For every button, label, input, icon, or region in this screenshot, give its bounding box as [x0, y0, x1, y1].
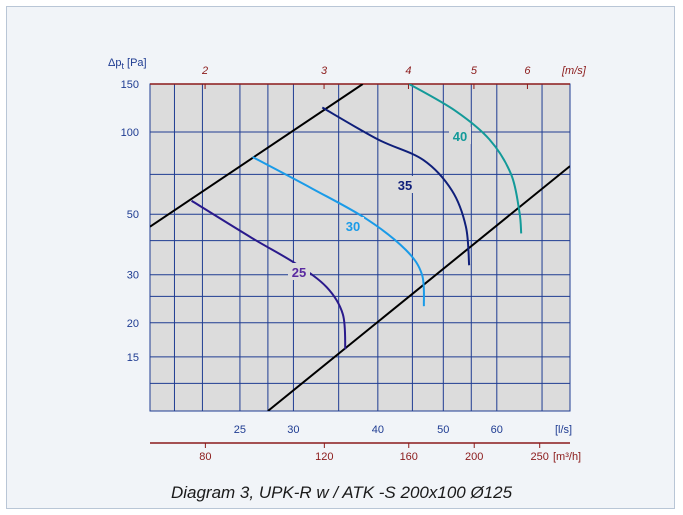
series-line-35 [321, 106, 471, 266]
series-label-bg [342, 217, 364, 234]
velocity-tick-label: 4 [405, 65, 411, 77]
velocity-tick-label: 6 [524, 65, 531, 77]
y-axis-title-unit: [Pa] [124, 57, 147, 69]
y-tick-label: 20 [127, 318, 139, 330]
series-label-40: 40 [453, 129, 467, 144]
x-ls-tick-label: 50 [437, 424, 449, 436]
y-tick-label: 15 [127, 352, 139, 364]
x-ls-tick-label: 40 [372, 424, 384, 436]
y-axis-title-main: Δp [108, 57, 121, 69]
series-label-bg [449, 127, 471, 144]
x-ls-unit: [l/s] [555, 424, 572, 436]
m3h-tick-label: 200 [465, 451, 483, 463]
series-label-30: 30 [346, 219, 360, 234]
series-label-bg [288, 263, 310, 280]
series-line-40 [408, 84, 523, 234]
plot-area [150, 84, 570, 411]
series-line-25 [191, 199, 347, 350]
x-ls-tick-label: 60 [491, 424, 503, 436]
series-label-25: 25 [292, 265, 306, 280]
velocity-tick-label: 2 [201, 65, 208, 77]
m3h-tick-label: 120 [315, 451, 333, 463]
velocity-tick-label: 5 [471, 65, 478, 77]
m3h-unit: [m³/h] [553, 451, 581, 463]
chart-caption: Diagram 3, UPK-R w / ATK -S 200x100 Ø125 [170, 483, 513, 502]
series-label-bg [394, 176, 416, 193]
y-tick-label: 150 [121, 79, 139, 91]
boundary-line [267, 165, 570, 411]
m3h-tick-label: 250 [531, 451, 549, 463]
series-label-35: 35 [398, 178, 412, 193]
velocity-tick-label: 3 [321, 65, 328, 77]
x-ls-tick-label: 25 [234, 424, 246, 436]
y-axis-title-sub: t [121, 61, 124, 71]
boundary-line [150, 84, 364, 228]
y-tick-label: 30 [127, 270, 139, 282]
x-ls-tick-label: 30 [287, 424, 299, 436]
m3h-tick-label: 80 [199, 451, 211, 463]
series-line-30 [252, 156, 425, 307]
m3h-tick-label: 160 [400, 451, 418, 463]
y-tick-label: 50 [127, 209, 139, 221]
y-axis-title: Δpt [Pa] [108, 57, 147, 71]
y-tick-label: 100 [121, 127, 139, 139]
velocity-axis-unit: [m/s] [561, 65, 587, 77]
